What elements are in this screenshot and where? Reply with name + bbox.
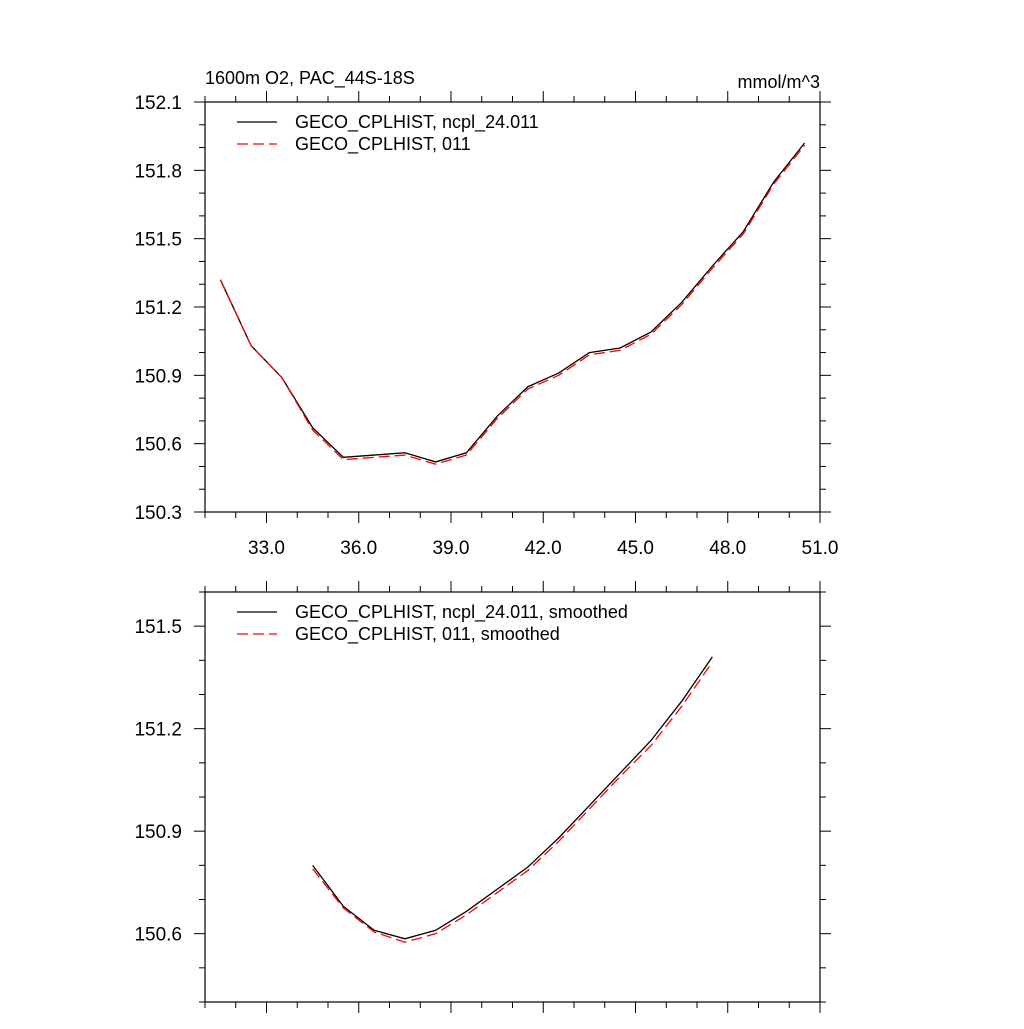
y-tick-label: 151.2 xyxy=(134,720,182,741)
y-tick-label: 151.8 xyxy=(134,161,182,182)
x-tick-label: 45.0 xyxy=(617,538,654,559)
x-tick-label: 39.0 xyxy=(433,538,470,559)
x-tick-label: 51.0 xyxy=(802,538,839,559)
y-tick-label: 151.5 xyxy=(134,230,182,251)
y-tick-label: 152.1 xyxy=(134,93,182,114)
y-tick-label: 150.9 xyxy=(134,366,182,387)
chart-units: mmol/m^3 xyxy=(738,72,820,92)
y-tick-label: 150.6 xyxy=(134,925,182,946)
x-tick-label: 42.0 xyxy=(525,538,562,559)
y-tick-label: 150.6 xyxy=(134,435,182,456)
plot-frame xyxy=(205,102,820,512)
x-tick-label: 48.0 xyxy=(709,538,746,559)
chart-panel-1: 33.0 36.0 39.0 42.0 45.0 48.0 51.0 150.3 150.6 15… xyxy=(134,68,838,559)
x-tick-label: 36.0 xyxy=(340,538,377,559)
x-tick-label: 33.0 xyxy=(248,538,285,559)
legend-entry-1: GECO_CPLHIST, ncpl_24.011 xyxy=(295,112,539,133)
series-line-1 xyxy=(313,657,713,939)
series-line-2 xyxy=(220,145,804,464)
y-tick-label: 151.5 xyxy=(134,617,182,638)
plot-frame xyxy=(205,592,820,1002)
chart-panel-2: 150.6 150.9 151.2 151.5 GECO_CPLHIST, ncpl_2… xyxy=(134,581,831,1013)
y-tick-label: 150.9 xyxy=(134,822,182,843)
y-tick-label: 151.2 xyxy=(134,298,182,319)
series-line-1 xyxy=(220,143,804,462)
series-line-2 xyxy=(313,662,713,942)
legend-entry-1: GECO_CPLHIST, ncpl_24.011, smoothed xyxy=(295,602,628,623)
legend-entry-2: GECO_CPLHIST, 011 xyxy=(295,134,471,155)
legend-entry-2: GECO_CPLHIST, 011, smoothed xyxy=(295,624,560,645)
chart-title: 1600m O2, PAC_44S-18S xyxy=(205,68,415,89)
y-tick-label: 150.3 xyxy=(134,503,182,524)
